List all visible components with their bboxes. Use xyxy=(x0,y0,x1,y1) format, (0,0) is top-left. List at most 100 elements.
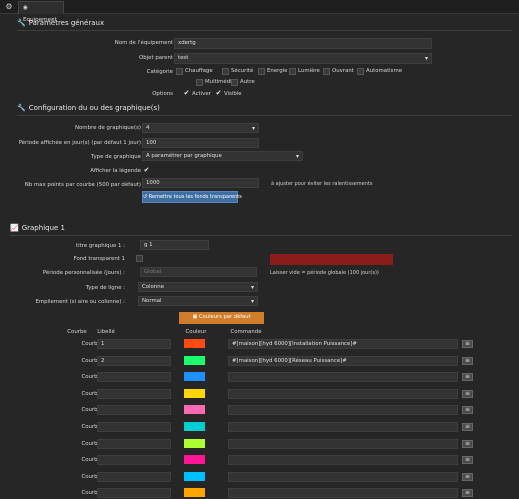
chart-icon: 📈 xyxy=(10,224,19,232)
curve-command-input[interactable] xyxy=(228,405,458,415)
period-label: Période affichée en jour(s) (par défaut … xyxy=(18,140,141,146)
curve-color-swatch[interactable] xyxy=(184,439,205,448)
curve-label-input[interactable] xyxy=(97,439,171,449)
curve-label-input[interactable] xyxy=(97,488,171,498)
custom-period-label: Période personnalisée (jours) : xyxy=(42,270,125,276)
check-visible[interactable]: ✔ xyxy=(215,89,222,97)
curve-label-input[interactable] xyxy=(97,422,171,432)
line-type-label: Type de ligne : xyxy=(85,285,125,291)
curve-command-input[interactable] xyxy=(228,422,458,432)
list-icon[interactable]: ≡ xyxy=(462,357,473,365)
curve-command-input[interactable] xyxy=(228,488,458,498)
curve-label-input[interactable] xyxy=(97,372,171,382)
curve-label-input[interactable] xyxy=(97,389,171,399)
curve-color-swatch[interactable] xyxy=(184,405,205,414)
checkbox-automatisme[interactable] xyxy=(357,68,364,75)
category-securite-label: Sécurité xyxy=(231,68,254,74)
stack-select[interactable]: Normal xyxy=(138,296,258,306)
curve-label-input[interactable] xyxy=(97,405,171,415)
options-label: Options xyxy=(152,91,173,97)
curve-color-swatch[interactable] xyxy=(184,488,205,497)
category-autre-label: Autre xyxy=(240,79,255,85)
maxpoints-input[interactable]: 1000 xyxy=(142,178,259,188)
category-automatisme-label: Automatisme xyxy=(366,68,403,74)
curve-color-swatch[interactable] xyxy=(184,356,205,365)
col-header-color: Couleur xyxy=(185,329,207,335)
wrench-icon: 🔧 xyxy=(17,19,26,27)
curve-label-input[interactable]: 1 xyxy=(97,339,171,349)
divider xyxy=(10,235,512,236)
checkbox-autre[interactable] xyxy=(231,79,238,86)
list-icon[interactable]: ≡ xyxy=(462,340,473,348)
list-icon[interactable]: ≡ xyxy=(462,473,473,481)
curve-command-input[interactable]: #[maison][hyd 6000][Installation Puissan… xyxy=(228,339,458,349)
period-input[interactable]: 100 xyxy=(142,138,259,148)
curve-color-swatch[interactable] xyxy=(184,472,205,481)
parent-label: Objet parent xyxy=(139,55,173,61)
transparent-label: Fond transparent 1 xyxy=(73,256,125,262)
maxpoints-label: Nb max points par courbe (500 par défaut… xyxy=(24,182,141,188)
list-icon[interactable]: ≡ xyxy=(462,406,473,414)
reset-transparent-button[interactable]: ↺ Remettre tous les fonds transparents xyxy=(142,191,242,203)
list-icon[interactable]: ≡ xyxy=(462,423,473,431)
curve-label-input[interactable] xyxy=(97,455,171,465)
curve-label-input[interactable] xyxy=(97,472,171,482)
checkbox-chauffage[interactable] xyxy=(176,68,183,75)
graph-count-select[interactable]: 4 xyxy=(142,123,259,133)
curve-color-swatch[interactable] xyxy=(184,455,205,464)
curve-command-input[interactable]: #[maison][hyd 6000][Réseau Puissance]# xyxy=(228,356,458,366)
checkbox-energie[interactable] xyxy=(258,68,265,75)
curve-color-swatch[interactable] xyxy=(184,339,205,348)
list-icon[interactable]: ≡ xyxy=(462,489,473,497)
graph-title-label: titre graphique 1 : xyxy=(76,243,125,249)
undo-icon: ↺ xyxy=(143,194,149,200)
list-icon[interactable]: ≡ xyxy=(462,456,473,464)
maxpoints-note: à ajuster pour éviter les ralentissement… xyxy=(271,181,373,187)
check-legend[interactable]: ✔ xyxy=(143,166,150,174)
col-header-label: Libellé xyxy=(97,329,115,335)
parent-select[interactable]: test xyxy=(174,53,432,64)
custom-period-note: Laisser vide = période globale (100 jour… xyxy=(270,270,379,276)
option-active-label: Activer xyxy=(192,91,211,97)
curve-command-input[interactable] xyxy=(228,439,458,449)
col-header-curve: Courbe xyxy=(67,329,87,335)
tachometer-icon: ◉ xyxy=(23,5,28,11)
category-ouvrant-label: Ouvrant xyxy=(332,68,354,74)
curve-color-swatch[interactable] xyxy=(184,422,205,431)
checkbox-ouvrant[interactable] xyxy=(323,68,330,75)
list-icon[interactable]: ≡ xyxy=(462,440,473,448)
divider xyxy=(17,115,512,116)
wrench-icon: 🔧 xyxy=(17,104,26,112)
name-input[interactable]: xdertg xyxy=(174,38,432,49)
graph1-section-title: 📈 Graphique 1 xyxy=(10,224,66,232)
curve-command-input[interactable] xyxy=(228,389,458,399)
curve-color-swatch[interactable] xyxy=(184,372,205,381)
curve-command-input[interactable] xyxy=(228,455,458,465)
default-colors-button[interactable]: ▣ Couleurs par défaut xyxy=(179,312,264,324)
check-active[interactable]: ✔ xyxy=(183,89,190,97)
option-visible-label: Visible xyxy=(224,91,242,97)
graph-title-input[interactable]: g 1 xyxy=(140,240,209,250)
general-section-title: 🔧 Paramètres généraux xyxy=(17,19,105,27)
background-color-picker[interactable] xyxy=(270,254,393,265)
graph-type-label: Type de graphique xyxy=(91,154,141,160)
curve-color-swatch[interactable] xyxy=(184,389,205,398)
list-icon[interactable]: ≡ xyxy=(462,390,473,398)
curve-command-input[interactable] xyxy=(228,472,458,482)
curve-label-input[interactable]: 2 xyxy=(97,356,171,366)
tab-equipement[interactable]: ◉ Equipement xyxy=(18,1,64,23)
checkbox-multimedia[interactable] xyxy=(196,79,203,86)
list-icon[interactable]: ≡ xyxy=(462,373,473,381)
tab-label: Equipement xyxy=(23,17,57,23)
checkbox-lumiere[interactable] xyxy=(289,68,296,75)
custom-period-input[interactable]: Global xyxy=(140,267,257,277)
gear-icon[interactable]: ⚙ xyxy=(5,2,13,11)
graph-type-select[interactable]: A paramétrer par graphique xyxy=(142,151,303,161)
checkbox-transparent[interactable] xyxy=(136,255,143,262)
checkbox-securite[interactable] xyxy=(222,68,229,75)
curve-command-input[interactable] xyxy=(228,372,458,382)
category-label: Catégorie xyxy=(146,69,173,75)
line-type-select[interactable]: Colonne xyxy=(138,282,258,292)
category-energie-label: Energie xyxy=(267,68,288,74)
category-lumiere-label: Lumière xyxy=(298,68,320,74)
